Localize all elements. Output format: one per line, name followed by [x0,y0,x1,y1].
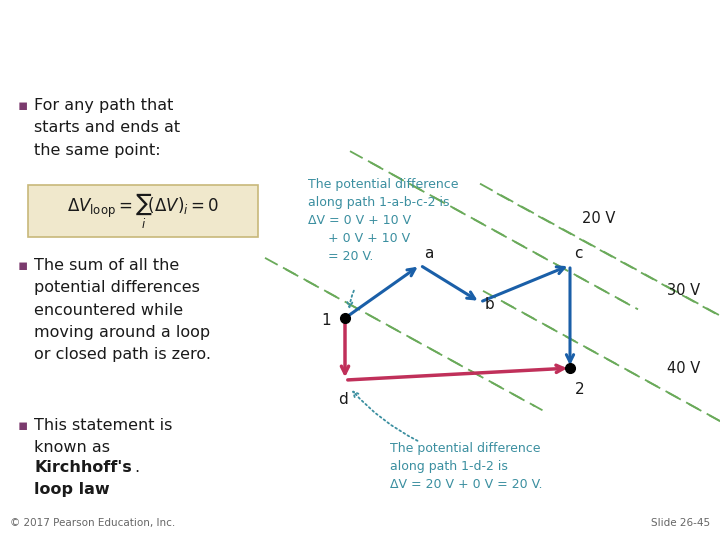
Text: 20 V: 20 V [582,211,616,226]
Text: 2: 2 [575,382,585,397]
Text: Slide 26-45: Slide 26-45 [651,518,710,528]
Text: The sum of all the
potential differences
encountered while
moving around a loop
: The sum of all the potential differences… [34,258,211,362]
Text: © 2017 Pearson Education, Inc.: © 2017 Pearson Education, Inc. [10,518,175,528]
Text: 1: 1 [321,313,331,328]
Text: For any path that
starts and ends at
the same point:: For any path that starts and ends at the… [34,98,180,158]
Text: $\Delta V_{\rm loop} = \sum_i\!(\Delta V)_i = 0$: $\Delta V_{\rm loop} = \sum_i\!(\Delta V… [67,191,219,231]
Text: d: d [338,392,348,407]
Text: ▪: ▪ [18,258,28,273]
Text: Kirchhoff’s Loop Law: Kirchhoff’s Loop Law [14,22,328,48]
Text: .: . [134,460,139,475]
Text: Kirchhoff's
loop law: Kirchhoff's loop law [34,460,132,497]
Text: b: b [485,296,495,312]
Text: This statement is
known as: This statement is known as [34,418,172,455]
Text: ▪: ▪ [18,418,28,433]
Text: The potential difference
along path 1-a-b-c-2 is
ΔV = 0 V + 10 V
     + 0 V + 10: The potential difference along path 1-a-… [308,178,459,263]
Text: 40 V: 40 V [667,361,701,376]
FancyBboxPatch shape [28,185,258,237]
Text: a: a [424,246,433,261]
Text: The potential difference
along path 1-d-2 is
ΔV = 20 V + 0 V = 20 V.: The potential difference along path 1-d-… [390,442,542,491]
Text: ▪: ▪ [18,98,28,113]
Text: c: c [574,246,582,261]
Text: 30 V: 30 V [667,282,700,298]
